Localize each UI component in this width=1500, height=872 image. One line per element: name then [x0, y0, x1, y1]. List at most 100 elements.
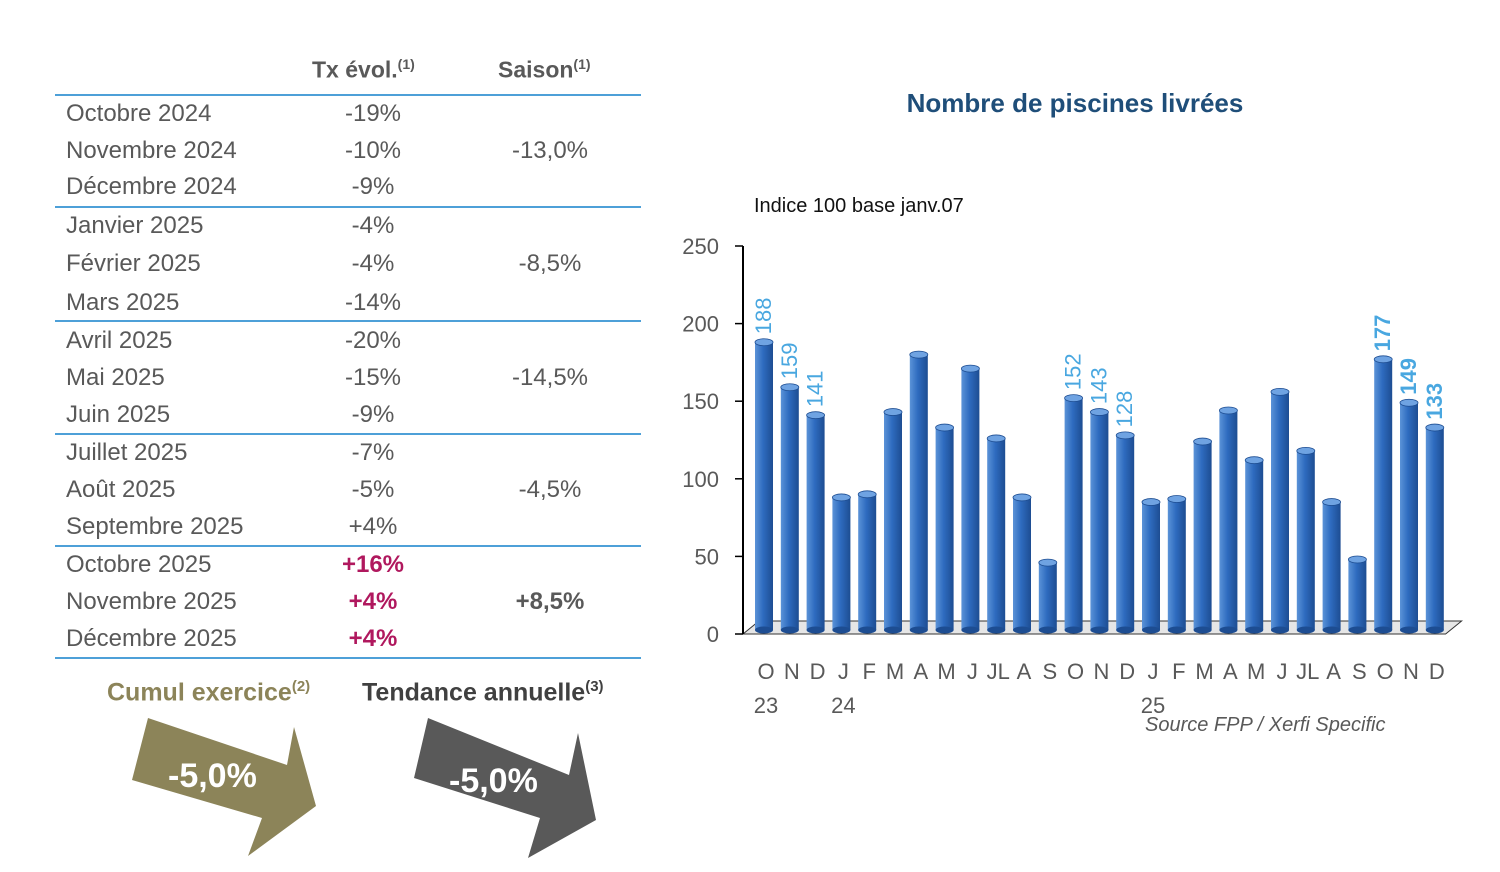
- cumul-arrow-icon: [132, 718, 316, 856]
- row-month: Novembre 2025: [66, 588, 237, 615]
- row-saison: +8,5%: [515, 588, 585, 615]
- x-tick-label: J: [1277, 659, 1288, 684]
- bar-base: [1013, 626, 1031, 634]
- bar: [755, 342, 773, 630]
- bar-top: [1348, 555, 1367, 564]
- bar: [1245, 460, 1264, 630]
- y-tick-label: 50: [695, 544, 719, 569]
- row-tx: +4%: [348, 625, 398, 652]
- bar-base: [1374, 626, 1393, 634]
- row-tx: -7%: [351, 439, 395, 466]
- bar-top: [1399, 398, 1419, 407]
- row-saison: -14,5%: [511, 364, 589, 391]
- x-year-label: 24: [831, 693, 855, 718]
- x-year-label: 23: [754, 693, 778, 718]
- bar-base: [884, 626, 902, 634]
- bar-top: [1038, 558, 1058, 567]
- bar-base: [832, 626, 851, 634]
- row-tx: -15%: [344, 364, 402, 391]
- bar-top: [857, 490, 877, 499]
- bar: [1400, 402, 1418, 630]
- row-tx: +16%: [341, 551, 405, 578]
- bar-base: [935, 626, 954, 634]
- data-label: 143: [1086, 367, 1111, 404]
- chart-title: Nombre de piscines livrées: [906, 88, 1244, 118]
- row-month: Janvier 2025: [66, 212, 204, 239]
- bar: [1090, 412, 1109, 630]
- bar-base: [909, 626, 928, 634]
- bar: [961, 368, 980, 630]
- divider: [55, 206, 641, 208]
- row-month: Février 2025: [66, 250, 201, 277]
- row-month: Août 2025: [66, 476, 176, 503]
- bar: [1425, 427, 1444, 630]
- row-month: Mai 2025: [66, 364, 165, 391]
- y-tick-label: 0: [707, 622, 719, 647]
- x-tick-label: O: [1377, 659, 1394, 684]
- row-month: Juillet 2025: [66, 439, 188, 466]
- bar-base: [1245, 626, 1264, 634]
- row-tx: +4%: [348, 513, 398, 540]
- bar-base: [987, 626, 1006, 634]
- tendance-label: Tendance annuelle(3): [362, 678, 604, 707]
- x-tick-label: J: [967, 659, 978, 684]
- x-tick-label: JL: [987, 659, 1010, 684]
- bar: [832, 497, 851, 630]
- bar-base: [780, 626, 799, 634]
- bar: [909, 354, 928, 630]
- bar-base: [1400, 626, 1418, 634]
- x-tick-label: N: [784, 659, 800, 684]
- x-tick-label: O: [1067, 659, 1084, 684]
- x-tick-label: S: [1042, 659, 1057, 684]
- bar: [1013, 497, 1031, 630]
- divider: [55, 433, 641, 435]
- row-saison: -4,5%: [518, 476, 582, 503]
- x-tick-label: S: [1352, 659, 1367, 684]
- x-tick-label: A: [1223, 659, 1238, 684]
- bar-base: [755, 626, 773, 634]
- bar-top: [1244, 456, 1264, 465]
- bar-base: [1296, 626, 1315, 634]
- bar: [1167, 498, 1186, 630]
- x-tick-label: D: [810, 659, 826, 684]
- bar-top: [1141, 498, 1161, 506]
- row-tx: -9%: [351, 401, 395, 428]
- chart-source: Source FPP / Xerfi Specific: [1145, 714, 1386, 736]
- bar-base: [1090, 626, 1109, 634]
- row-tx: -20%: [344, 327, 402, 354]
- x-tick-label: N: [1093, 659, 1109, 684]
- bar-top: [961, 364, 980, 373]
- bar: [1193, 441, 1212, 630]
- data-label: 177: [1370, 315, 1395, 352]
- bar: [1038, 562, 1057, 630]
- x-tick-label: M: [937, 659, 955, 684]
- y-tick-label: 200: [682, 312, 719, 337]
- bar-top: [754, 338, 774, 347]
- bar-base: [1322, 626, 1341, 634]
- x-tick-label: J: [1148, 659, 1159, 684]
- bar: [884, 412, 902, 630]
- bar-top: [1296, 446, 1316, 455]
- data-label: 188: [751, 298, 776, 335]
- bar-top: [1373, 355, 1393, 364]
- row-tx: -19%: [344, 100, 402, 127]
- x-tick-label: A: [913, 659, 928, 684]
- bar-top: [780, 383, 800, 392]
- x-tick-label: F: [862, 659, 875, 684]
- row-month: Mars 2025: [66, 289, 180, 316]
- x-tick-label: A: [1017, 659, 1032, 684]
- bar: [987, 438, 1006, 630]
- bar: [806, 415, 825, 630]
- cumul-value: -5,0%: [168, 757, 257, 795]
- bar-top: [1322, 498, 1341, 506]
- data-label: 141: [803, 370, 828, 407]
- bar-top: [1090, 408, 1109, 416]
- row-tx: +4%: [348, 588, 398, 615]
- bar-top: [1064, 394, 1083, 402]
- bar-base: [1271, 626, 1289, 634]
- y-tick-label: 150: [682, 389, 719, 414]
- tendance-arrow-icon: [414, 718, 596, 858]
- bar: [1322, 502, 1341, 630]
